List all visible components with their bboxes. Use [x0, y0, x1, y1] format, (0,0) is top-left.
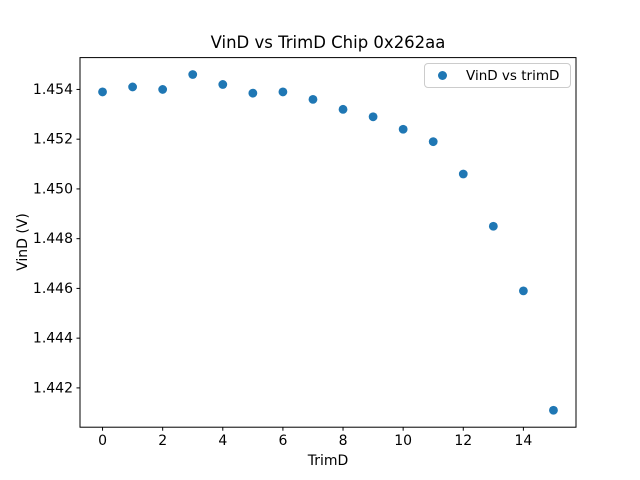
data-point: [128, 82, 138, 92]
data-point: [549, 405, 558, 415]
y-tick-label: 1.442: [33, 380, 73, 396]
data-point: [308, 94, 318, 104]
x-tick-label: 2: [158, 433, 167, 449]
legend-label: VinD vs trimD: [466, 67, 560, 84]
x-tick-label: 4: [218, 433, 227, 449]
data-point: [98, 87, 107, 97]
y-tick-label: 1.450: [33, 181, 73, 197]
x-tick-label: 6: [278, 433, 287, 449]
data-point: [218, 80, 228, 89]
x-tick-label: 12: [454, 433, 472, 449]
legend: VinD vs trimD: [424, 63, 571, 88]
data-point: [428, 137, 438, 147]
x-tick-label: 8: [339, 433, 348, 449]
data-point: [338, 104, 348, 114]
y-tick-label: 1.448: [33, 231, 73, 247]
y-tick-label: 1.444: [33, 331, 73, 347]
data-point: [458, 169, 468, 179]
data-point: [398, 124, 408, 134]
axes-frame: [79, 57, 577, 428]
y-tick-label: 1.446: [33, 281, 73, 297]
data-point: [158, 85, 168, 94]
data-point: [248, 88, 258, 98]
legend-marker-icon: [438, 71, 447, 80]
x-tick-label: 0: [98, 433, 107, 449]
data-point: [368, 112, 378, 122]
y-axis-label: VinD (V): [15, 213, 31, 271]
y-tick-label: 1.452: [33, 132, 73, 148]
y-tick-label: 1.454: [33, 82, 73, 98]
x-tick-label: 14: [514, 433, 532, 449]
data-point: [488, 221, 498, 231]
data-point: [518, 286, 528, 296]
data-point: [188, 70, 198, 79]
x-tick-label: 10: [394, 433, 412, 449]
x-axis-label: TrimD: [307, 453, 349, 469]
chart-title: VinD vs TrimD Chip 0x262aa: [210, 33, 446, 52]
data-point: [278, 87, 288, 97]
